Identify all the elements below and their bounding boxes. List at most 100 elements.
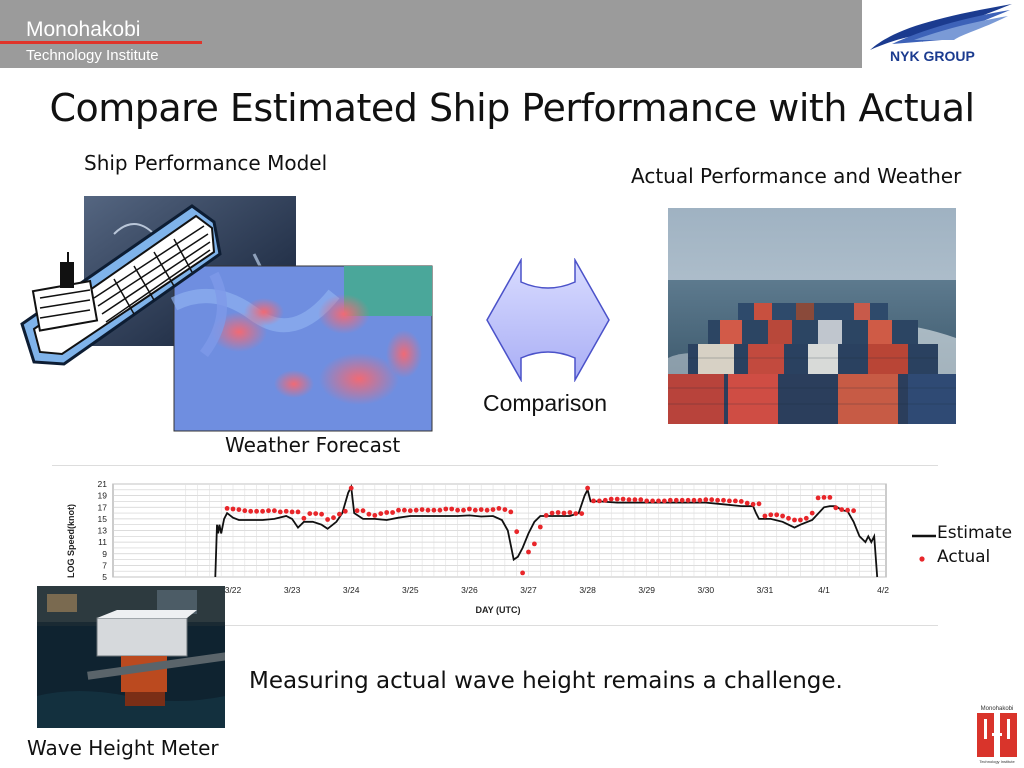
- nyk-logo-area: NYK GROUP: [862, 0, 1024, 68]
- series-point-actual: [378, 511, 384, 516]
- series-point-actual: [821, 495, 827, 500]
- series-point-actual: [443, 506, 449, 512]
- challenge-statement: Measuring actual wave height remains a c…: [249, 668, 843, 694]
- series-point-actual: [667, 497, 673, 503]
- series-point-actual: [289, 509, 295, 515]
- monohakobi-logo-text-top: Monohakobi: [981, 706, 1014, 712]
- series-point-actual: [744, 500, 750, 506]
- series-point-actual: [396, 507, 401, 513]
- series-point-actual: [532, 541, 537, 547]
- caption-wave-meter: Wave Height Meter: [27, 736, 219, 760]
- chart-xtick-label: 3/26: [461, 585, 478, 595]
- series-point-actual: [833, 505, 839, 511]
- ship-icon: [20, 204, 222, 366]
- caption-ship-model: Ship Performance Model: [84, 151, 328, 175]
- series-point-actual: [579, 511, 585, 516]
- series-point-actual: [313, 511, 319, 516]
- chart-xtick-label: 3/29: [638, 585, 655, 595]
- weather-map-image: [170, 265, 433, 432]
- chart-ytick-label: 13: [98, 526, 108, 536]
- series-point-actual: [384, 510, 390, 515]
- slide-title: Compare Estimated Ship Performance with …: [49, 86, 975, 130]
- series-point-actual: [620, 496, 626, 502]
- series-point-actual: [591, 498, 596, 504]
- series-point-actual: [632, 497, 638, 503]
- series-point-actual: [520, 570, 525, 576]
- series-point-actual: [337, 511, 342, 517]
- series-point-actual: [461, 507, 466, 513]
- series-point-actual: [709, 497, 715, 503]
- series-point-actual: [366, 511, 372, 517]
- series-point-actual: [798, 517, 803, 523]
- series-point-actual: [644, 498, 650, 504]
- series-point-actual: [449, 506, 455, 512]
- chart-ytick-label: 19: [98, 491, 108, 501]
- series-point-actual: [224, 506, 230, 511]
- series-point-actual: [490, 507, 496, 512]
- comparison-arrow-icon: [486, 258, 610, 382]
- series-point-actual: [301, 515, 307, 521]
- series-point-actual: [768, 512, 774, 518]
- series-point-actual: [614, 496, 620, 502]
- series-point-actual: [437, 507, 443, 513]
- series-point-actual: [254, 508, 259, 514]
- speed-chart: 5 7 9 11 13 15 17 19 21 3/22 3/23 3/24 3/25 3/26 3/27…: [52, 466, 938, 626]
- series-point-actual: [325, 517, 330, 522]
- series-point-actual: [277, 509, 283, 515]
- series-point-actual: [792, 517, 797, 523]
- series-point-actual: [478, 507, 484, 512]
- chart-xtick-label: 3/31: [757, 585, 774, 595]
- series-point-actual: [242, 508, 248, 514]
- series-point-actual: [662, 498, 667, 504]
- series-point-actual: [762, 513, 768, 519]
- chart-ytick-label: 15: [98, 514, 108, 524]
- series-point-actual: [413, 507, 419, 513]
- series-point-actual: [738, 499, 744, 504]
- series-point-actual: [502, 507, 508, 512]
- series-point-actual: [283, 508, 289, 514]
- chart-ytick-label: 11: [98, 537, 107, 547]
- series-point-actual: [496, 506, 502, 511]
- series-point-actual: [656, 498, 661, 504]
- series-point-actual: [573, 511, 579, 516]
- chart-xticks: 3/22 3/23 3/24 3/25 3/26 3/27 3/28 3/29 3/30 3/31…: [225, 585, 890, 595]
- series-point-actual: [390, 510, 395, 515]
- brand-accent-line: [0, 41, 202, 44]
- series-point-actual: [508, 509, 514, 515]
- legend-actual-dot: [919, 556, 925, 562]
- container-ship-photo: [668, 208, 956, 424]
- series-point-actual: [638, 497, 644, 503]
- caption-actual-performance: Actual Performance and Weather: [631, 164, 962, 188]
- chart-xtick-label: 3/24: [343, 585, 360, 595]
- chart-ytick-label: 5: [102, 572, 107, 582]
- series-point-actual: [733, 498, 738, 504]
- series-point-actual: [715, 497, 720, 503]
- chart-ytick-label: 17: [98, 502, 108, 512]
- series-point-actual: [602, 497, 608, 503]
- series-point-actual: [756, 501, 762, 507]
- chart-xtick-label: 3/27: [520, 585, 537, 595]
- chart-ytick-label: 21: [98, 479, 108, 489]
- series-point-actual: [354, 508, 360, 514]
- chart-xtick-label: 4/2: [877, 585, 889, 595]
- series-point-actual: [585, 485, 590, 491]
- series-point-actual: [597, 498, 602, 504]
- chart-xlabel: DAY (UTC): [475, 605, 520, 615]
- chart-grid: [112, 483, 887, 578]
- series-point-actual: [526, 549, 531, 555]
- series-point-actual: [650, 498, 655, 504]
- chart-xtick-label: 4/1: [818, 585, 830, 595]
- series-point-actual: [266, 508, 271, 514]
- series-point-actual: [780, 513, 785, 519]
- series-point-actual: [467, 506, 472, 512]
- series-point-actual: [827, 495, 833, 500]
- chart-ylabel: LOG Speed(knot): [66, 504, 76, 578]
- series-point-actual: [402, 507, 407, 513]
- brand-name: Monohakobi: [26, 18, 141, 41]
- series-point-actual: [673, 497, 679, 503]
- series-point-actual: [230, 506, 236, 512]
- series-point-actual: [425, 507, 431, 513]
- caption-weather-forecast: Weather Forecast: [225, 433, 401, 457]
- series-point-actual: [331, 515, 336, 521]
